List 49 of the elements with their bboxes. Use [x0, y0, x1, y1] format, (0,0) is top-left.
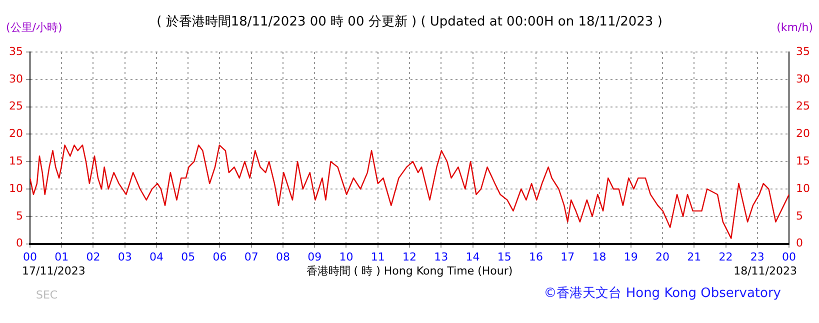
x-axis-title: 香港時間 ( 時 ) Hong Kong Time (Hour) [306, 264, 513, 278]
x-tick-label: 17 [560, 250, 575, 264]
y2-tick-label: 10 [796, 182, 810, 195]
x-tick-label: 05 [181, 250, 196, 264]
x-tick-label: 19 [624, 250, 638, 264]
x-tick-label: 11 [370, 250, 385, 264]
y-axis-title: (公里/小時) [6, 20, 62, 34]
x-tick-label: 09 [308, 250, 322, 264]
x-tick-label: 20 [656, 250, 670, 264]
x-tick-label: 03 [118, 250, 132, 264]
y-tick-label: 20 [8, 127, 23, 140]
x-tick-label: 06 [212, 250, 227, 264]
y2-tick-label: 35 [796, 44, 810, 58]
y2-tick-label: 0 [796, 236, 804, 250]
y2-tick-label: 30 [796, 72, 810, 86]
y2-tick-label: 20 [796, 127, 810, 140]
x-tick-label: 00 [782, 250, 796, 264]
text: 17/11/2023 [22, 264, 86, 278]
y-tick-label: 10 [8, 182, 23, 195]
x-tick-label: 15 [497, 250, 512, 264]
text: SEC [36, 288, 58, 302]
x-tick-label: 10 [339, 250, 354, 264]
x-tick-label: 12 [402, 250, 416, 264]
y-tick-label: 15 [8, 154, 23, 168]
y2-tick-label: 5 [796, 209, 804, 222]
y2-tick-label: 25 [796, 100, 810, 113]
y-tick-label: 30 [8, 72, 23, 86]
x-tick-label: 13 [434, 250, 448, 264]
y-tick-label: 5 [16, 209, 23, 222]
x-tick-label: 21 [687, 250, 702, 264]
text: ©香港天文台 Hong Kong Observatory [544, 286, 782, 302]
y-tick-label: 25 [8, 100, 23, 113]
x-tick-label: 07 [244, 250, 258, 264]
x-tick-label: 18 [592, 250, 606, 264]
x-tick-label: 01 [54, 250, 69, 264]
y2-tick-label: 15 [796, 154, 810, 168]
x-tick-label: 02 [86, 250, 100, 264]
y-tick-label: 35 [8, 44, 23, 58]
x-tick-label: 08 [276, 250, 290, 264]
x-tick-label: 23 [750, 250, 764, 264]
y-tick-label: 0 [16, 236, 23, 250]
text: 18/11/2023 [734, 264, 798, 278]
x-tick-label: 04 [150, 250, 164, 264]
x-tick-label: 22 [718, 250, 733, 264]
x-tick-label: 14 [466, 250, 480, 264]
x-tick-label: 00 [22, 250, 37, 264]
y2-axis-title: (km/h) [776, 20, 813, 34]
x-tick-label: 16 [529, 250, 543, 264]
chart-title: ( 於香港時間18/11/2023 00 時 00 分更新 ) ( Updated at 00:00H on 18/11/2023 ) [156, 14, 662, 30]
